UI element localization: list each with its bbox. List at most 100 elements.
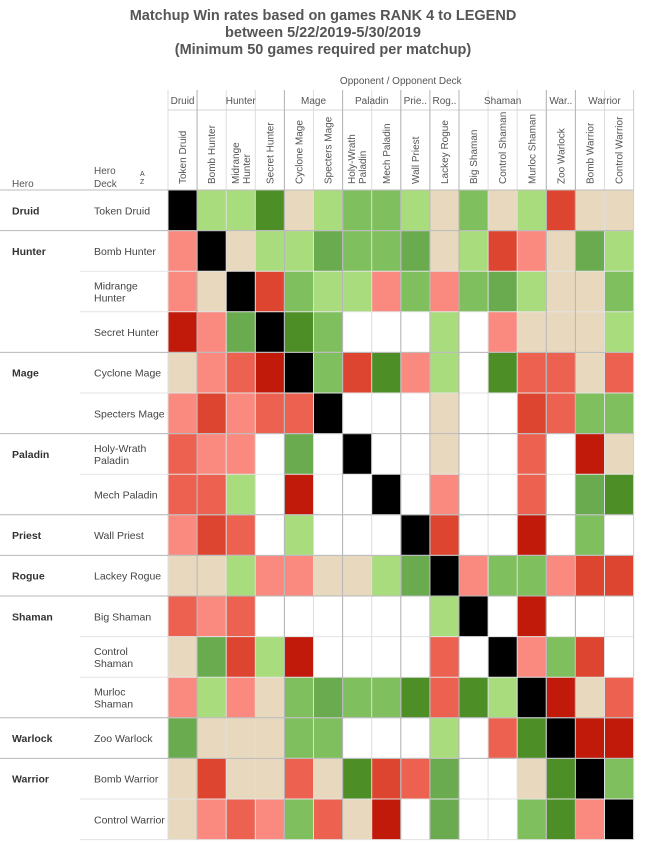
opponent-deck-label: Zoo Warlock <box>556 127 567 184</box>
heatmap-cell <box>546 474 576 516</box>
heatmap-cell <box>459 190 489 231</box>
heatmap-cell <box>371 393 402 434</box>
opponent-deck-label: Murloc Shaman <box>527 114 538 184</box>
heatmap-cell <box>197 596 227 637</box>
heatmap-cell <box>429 230 460 272</box>
opponent-deck-label: Specters Mage <box>324 116 335 184</box>
heatmap-cell <box>400 352 431 394</box>
heatmap-cell <box>546 758 576 800</box>
opponent-deck-label: Cyclone Mage <box>294 120 305 184</box>
hero-deck-label: Bomb Warrior <box>94 774 159 786</box>
heatmap-cell <box>255 514 285 556</box>
heatmap-cell <box>400 311 431 353</box>
heatmap-cell <box>488 474 518 516</box>
heatmap-cell <box>575 433 605 475</box>
heatmap-cell <box>255 474 285 516</box>
heatmap-cell <box>459 799 489 840</box>
heatmap-cell <box>226 596 256 637</box>
heatmap-cell <box>197 271 227 313</box>
heatmap-cell <box>168 190 198 231</box>
heatmap-cell <box>400 555 431 597</box>
heatmap-cell <box>546 311 576 353</box>
heatmap-cell <box>604 717 634 759</box>
opponent-class-label: Shaman <box>484 96 521 107</box>
heatmap-cell <box>488 596 518 637</box>
heatmap-cell <box>226 555 256 597</box>
heatmap-cell <box>255 758 285 800</box>
heatmap-cell <box>371 311 402 353</box>
heatmap-cell <box>604 474 634 516</box>
heatmap-cell <box>604 596 634 637</box>
heatmap-cell <box>429 352 460 394</box>
heatmap-cell <box>342 271 372 313</box>
hero-deck-label: Midrange <box>94 281 138 293</box>
heatmap-cell <box>226 352 256 394</box>
opponent-class-label: Hunter <box>226 96 257 107</box>
heatmap-cell <box>226 271 256 313</box>
heatmap-cell <box>488 230 518 272</box>
hero-deck-label: Hunter <box>94 293 126 305</box>
hero-deck-label: Bomb Hunter <box>94 246 156 258</box>
title-line-2: between 5/22/2019-5/30/2019 <box>225 25 421 41</box>
heatmap-cell <box>546 555 576 597</box>
heatmap-cell <box>226 230 256 272</box>
heatmap-cell <box>284 230 314 272</box>
heatmap-cell <box>546 677 576 719</box>
heatmap-cell <box>604 352 634 394</box>
heatmap-cell <box>546 433 576 475</box>
heatmap-cell <box>575 393 605 434</box>
heatmap-cell <box>284 311 314 353</box>
hero-label: Hunter <box>12 246 46 258</box>
heatmap-cell <box>400 596 431 637</box>
opponent-deck-label: Control Shaman <box>498 112 509 184</box>
hero-deck-label: Paladin <box>94 455 129 467</box>
heatmap-cell <box>168 433 198 475</box>
heatmap-cell <box>488 677 518 719</box>
heatmap-cell <box>284 717 314 759</box>
heatmap-cell <box>488 271 518 313</box>
heatmap-cell <box>604 271 634 313</box>
hero-label: Rogue <box>12 571 45 583</box>
sort-ascending-icon[interactable]: AZ <box>140 171 145 186</box>
heatmap-cell <box>313 799 343 840</box>
heatmap-cell <box>400 677 431 719</box>
heatmap-cell <box>429 636 460 678</box>
heatmap-cell <box>255 636 285 678</box>
heatmap-cell <box>488 190 518 231</box>
opponent-deck-label: Bomb Warrior <box>585 122 596 184</box>
hero-deck-label: Specters Mage <box>94 408 165 420</box>
heatmap-cell <box>429 596 460 637</box>
heatmap-cell <box>226 758 256 800</box>
hero-deck-label: Big Shaman <box>94 611 151 623</box>
heatmap-cell <box>575 717 605 759</box>
heatmap-cell <box>604 190 634 231</box>
heatmap-cell <box>313 514 343 556</box>
opponent-axis-label: Opponent / Opponent Deck <box>340 76 463 87</box>
heatmap-cell <box>459 758 489 800</box>
heatmap-cell <box>575 271 605 313</box>
heatmap-cell <box>488 352 518 394</box>
heatmap-cell <box>488 758 518 800</box>
hero-deck-label: Lackey Rogue <box>94 571 161 583</box>
heatmap-cell <box>284 514 314 556</box>
heatmap-cell <box>604 677 634 719</box>
heatmap-cell <box>546 352 576 394</box>
heatmap-cell <box>459 717 489 759</box>
heatmap-cell <box>429 555 460 597</box>
heatmap-cell <box>342 230 372 272</box>
hero-deck-label: Mech Paladin <box>94 490 158 502</box>
heatmap-cell <box>197 636 227 678</box>
heatmap-cell <box>284 677 314 719</box>
heatmap-cell <box>371 677 402 719</box>
heatmap-cell <box>575 636 605 678</box>
heatmap-cell <box>226 393 256 434</box>
heatmap-cell <box>517 799 547 840</box>
heatmap-cell <box>255 717 285 759</box>
heatmap-cell <box>429 677 460 719</box>
heatmap-cell <box>255 596 285 637</box>
hero-deck-label: Holy-Wrath <box>94 443 146 455</box>
heatmap-cell <box>313 433 343 475</box>
heatmap-cell <box>429 433 460 475</box>
opponent-class-label: Rog.. <box>432 96 456 107</box>
heatmap-cell <box>313 636 343 678</box>
